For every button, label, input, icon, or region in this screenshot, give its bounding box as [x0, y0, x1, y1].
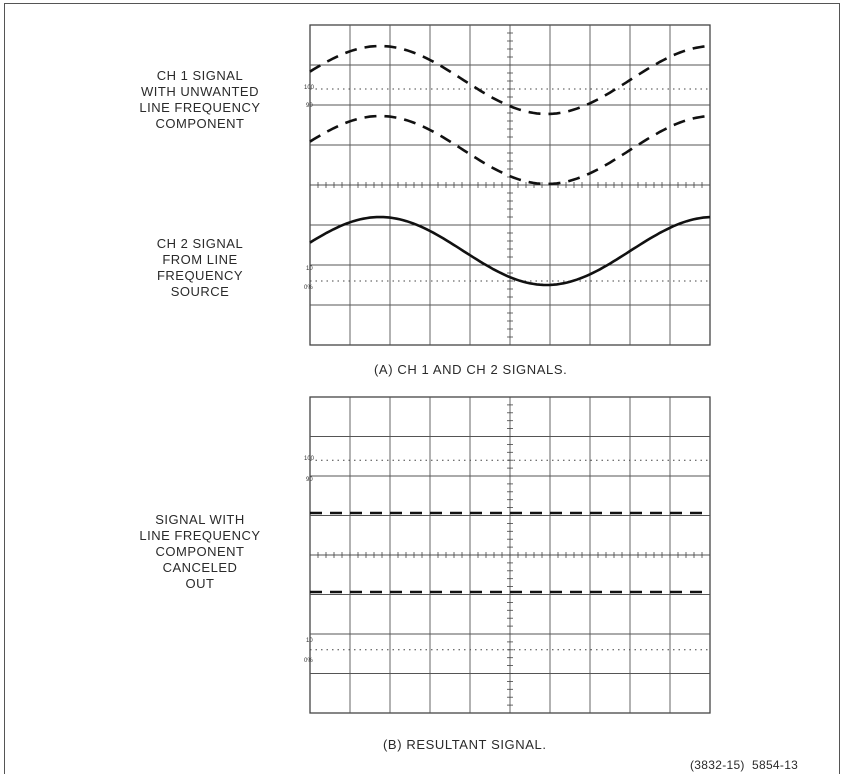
panel-a-mark-100: 100: [304, 85, 315, 91]
panel-b-mark-90: 90: [306, 477, 313, 483]
ch2-signal-label: CH 2 SIGNAL FROM LINE FREQUENCY SOURCE: [156, 236, 244, 299]
panel-a-mark-10: 10: [306, 266, 313, 272]
ch1-signal-label: CH 1 SIGNAL WITH UNWANTED LINE FREQUENCY…: [139, 68, 261, 131]
panel-b-mark-10: 10: [306, 638, 313, 644]
panel-b-mark-100: 100: [304, 456, 315, 462]
panel-a-graticule: [309, 24, 711, 346]
signal-traces: [309, 44, 711, 594]
ch2-trace: [309, 215, 711, 287]
ch1-trace-lower: [309, 114, 711, 186]
ch1-trace-upper: [309, 44, 711, 116]
panel-a-mark-90: 90: [306, 103, 313, 109]
panel-a-caption: (A) CH 1 AND CH 2 SIGNALS.: [374, 362, 568, 377]
panel-b-caption: (B) RESULTANT SIGNAL.: [383, 737, 547, 752]
figure-frame: [4, 3, 840, 774]
resultant-signal-label: SIGNAL WITH LINE FREQUENCY COMPONENT CAN…: [139, 512, 261, 591]
panel-a-mark-0: 0%: [304, 285, 313, 291]
panel-b-mark-0: 0%: [304, 658, 313, 664]
figure-reference: (3832-15) 5854-13: [690, 758, 799, 772]
panel-b-graticule: [309, 396, 711, 714]
